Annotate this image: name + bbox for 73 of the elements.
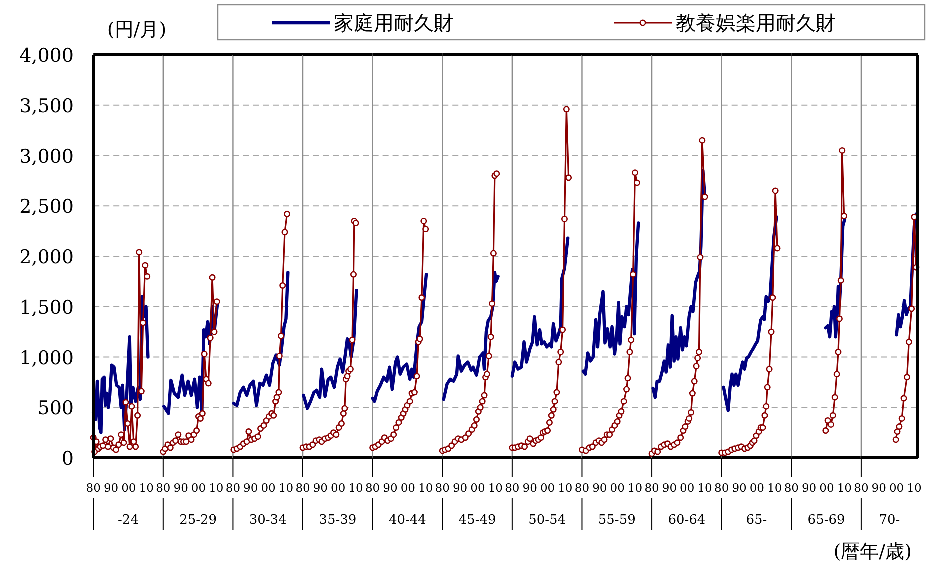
x-axis-title: 65- xyxy=(746,513,768,528)
x-axis-title: 30-34 xyxy=(249,513,287,528)
x-tick-label: 10 xyxy=(348,481,364,495)
x-tick-label: 90 xyxy=(174,481,188,495)
x-axis-title: -24 xyxy=(118,513,139,528)
x-tick-label: 80 xyxy=(854,481,869,495)
x-axis-title: 35-39 xyxy=(319,513,357,528)
x-tick-label: 00 xyxy=(191,481,206,495)
x-tick-label: 90 xyxy=(452,481,468,495)
x-axis-title: 50-54 xyxy=(528,513,566,528)
x-tick-label: 80 xyxy=(156,481,171,495)
x-tick-label: 00 xyxy=(610,481,625,495)
x-tick-label: 80 xyxy=(714,481,730,495)
y-tick-label: 2,500 xyxy=(20,196,74,218)
x-tick-label: 90 xyxy=(802,481,817,495)
x-tick-label: 90 xyxy=(592,481,608,495)
x-tick-label: 10 xyxy=(558,481,573,495)
x-tick-label: 90 xyxy=(522,481,538,495)
x-tick-label: 10 xyxy=(628,481,643,495)
x-tick-label: 80 xyxy=(366,481,380,495)
x-axis-title: 25-29 xyxy=(180,513,218,528)
x-tick-label: 90 xyxy=(732,481,747,495)
text: (暦年/歳) xyxy=(834,541,912,563)
x-axis-title: 55-59 xyxy=(598,513,636,528)
x-tick-label: 10 xyxy=(907,481,922,495)
x-axis-title: 40-44 xyxy=(388,513,426,528)
x-tick-label: 90 xyxy=(244,481,258,495)
y-tick-label: 1,000 xyxy=(20,347,74,370)
y-tick-label: 0 xyxy=(62,448,74,470)
x-tick-label: 00 xyxy=(820,481,834,495)
x-tick-label: 90 xyxy=(662,481,678,495)
x-tick-label: 90 xyxy=(383,481,398,495)
legend-label: 家庭用耐久財 xyxy=(334,11,454,35)
y-tick-label: 3,000 xyxy=(20,146,74,168)
x-tick-label: 10 xyxy=(698,481,712,495)
x-tick-label: 80 xyxy=(505,481,520,495)
legend-label: 教養娯楽用耐久財 xyxy=(676,11,836,35)
x-tick-label: 80 xyxy=(644,481,660,495)
x-tick-label: 90 xyxy=(872,481,886,495)
y-tick-label: 500 xyxy=(38,398,74,420)
y-tick-label: 2,000 xyxy=(20,246,74,268)
x-tick-label: 10 xyxy=(139,481,154,495)
x-tick-label: 80 xyxy=(574,481,590,495)
x-axis-title: 45-49 xyxy=(458,513,496,528)
y-tick-label: 1,500 xyxy=(20,296,74,319)
x-tick-label: 00 xyxy=(122,481,136,495)
x-tick-label: 10 xyxy=(837,481,852,495)
x-tick-label: 90 xyxy=(313,481,328,495)
x-axis-title: 60-64 xyxy=(668,513,706,528)
x-tick-label: 10 xyxy=(488,481,503,495)
x-axis-title: 65-69 xyxy=(808,513,846,528)
x-tick-label: 80 xyxy=(296,481,310,495)
y-axis-title: (円/月) xyxy=(107,19,167,41)
x-tick-label: 10 xyxy=(278,481,294,495)
x-tick-label: 00 xyxy=(331,481,346,495)
x-tick-label: 10 xyxy=(768,481,782,495)
x-axis-title: 70- xyxy=(879,513,900,528)
x-tick-label: 90 xyxy=(104,481,119,495)
x-tick-label: 00 xyxy=(680,481,695,495)
x-tick-label: 00 xyxy=(400,481,416,495)
x-tick-label: 00 xyxy=(750,481,765,495)
x-tick-label: 00 xyxy=(540,481,556,495)
x-tick-label: 80 xyxy=(784,481,799,495)
x-tick-label: 00 xyxy=(261,481,276,495)
y-tick-label: 3,500 xyxy=(20,95,74,118)
x-tick-label: 80 xyxy=(226,481,241,495)
x-tick-label: 00 xyxy=(889,481,904,495)
y-tick-label: 4,000 xyxy=(20,45,74,67)
x-tick-label: 80 xyxy=(86,481,101,495)
x-tick-label: 10 xyxy=(209,481,224,495)
x-tick-label: 80 xyxy=(435,481,450,495)
x-tick-label: 10 xyxy=(418,481,434,495)
x-tick-label: 00 xyxy=(470,481,486,495)
